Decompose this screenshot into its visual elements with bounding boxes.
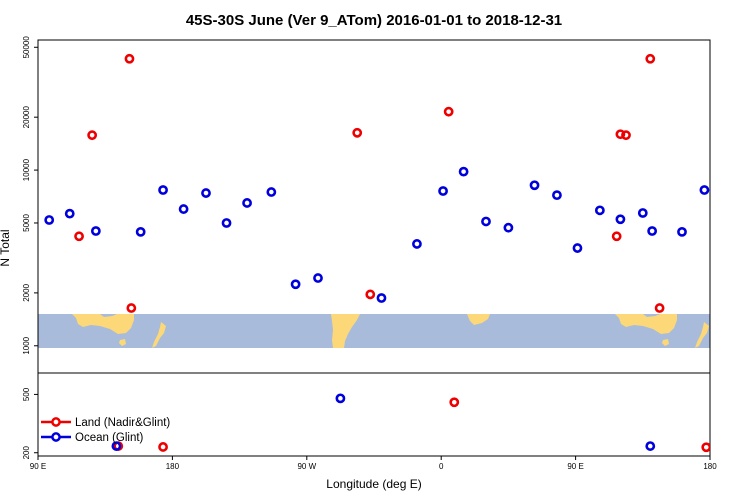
ocean-background: [38, 314, 710, 348]
legend-ocean-marker: [51, 432, 61, 442]
ocean-point: [458, 166, 469, 177]
x-tick-label: 180: [703, 462, 717, 471]
legend-land-label: Land (Nadir&Glint): [75, 417, 170, 429]
ocean-point: [503, 222, 514, 233]
x-tick-label: 180: [166, 462, 180, 471]
tasmania-landmass-repeat: [662, 339, 669, 346]
y-axis-label: N Total: [0, 229, 12, 266]
land-point: [621, 130, 631, 141]
y-tick-label: 10000: [22, 158, 31, 181]
land-point: [74, 231, 84, 242]
australia-landmass: [72, 314, 134, 334]
ocean-point: [572, 243, 583, 253]
tasmania-landmass: [119, 339, 126, 346]
y-tick-label: 20000: [22, 106, 31, 129]
x-tick-label: 90 E: [30, 462, 46, 471]
x-tick-label: 90 E: [567, 462, 583, 471]
land-point: [449, 397, 460, 408]
land-point: [654, 303, 665, 313]
ocean-point: [242, 198, 252, 208]
ocean-point: [335, 393, 346, 404]
ocean-point: [481, 216, 491, 227]
y-tick-label: 200: [22, 446, 31, 460]
y-tick-label: 500: [22, 387, 31, 401]
ocean-point: [677, 226, 687, 237]
ocean-point: [135, 226, 146, 237]
ocean-point: [615, 214, 626, 225]
x-tick-label: 0: [439, 462, 444, 471]
y-tick-label: 2000: [22, 283, 31, 301]
map-strip: [38, 314, 710, 348]
ocean-point: [90, 226, 101, 236]
ocean-point: [221, 218, 232, 228]
australia-landmass-repeat: [615, 314, 677, 334]
ocean-point: [266, 187, 277, 197]
ocean-point: [637, 208, 648, 218]
south-america-landmass: [331, 314, 360, 348]
land-point: [126, 303, 137, 313]
ocean-point: [376, 293, 387, 303]
ocean-point: [201, 188, 211, 198]
ocean-point: [647, 226, 658, 236]
ocean-point: [529, 180, 540, 191]
land-point: [87, 130, 98, 141]
ocean-point: [594, 205, 605, 216]
legend-ocean-label: Ocean (Glint): [75, 432, 144, 444]
south-africa-landmass: [467, 314, 490, 325]
land-point: [443, 106, 454, 117]
ocean-point: [44, 215, 55, 225]
y-tick-label: 50000: [22, 36, 31, 59]
ocean-point: [158, 185, 168, 195]
land-point: [158, 442, 168, 452]
ocean-point: [290, 279, 301, 290]
ocean-point: [552, 190, 562, 201]
land-point: [701, 442, 710, 453]
land-point: [365, 289, 376, 300]
ocean-point: [111, 441, 122, 451]
chart-title: 45S-30S June (Ver 9_ATom) 2016-01-01 to …: [186, 12, 562, 29]
ocean-point: [64, 208, 75, 219]
land-point: [124, 53, 135, 64]
y-tick-label: 5000: [22, 214, 31, 232]
land-point: [611, 231, 622, 242]
y-axis-ticks: 200 500 1000 2000 5000 10000 20000 50000: [22, 36, 38, 460]
ocean-point: [438, 186, 448, 196]
ocean-point: [645, 441, 656, 451]
land-point: [645, 53, 656, 64]
land-point: [352, 127, 363, 138]
legend-land-marker: [51, 417, 61, 427]
data-points: [44, 53, 710, 453]
x-tick-label: 90 W: [297, 462, 316, 471]
plot-frame: [37, 39, 711, 457]
ocean-point: [313, 273, 323, 283]
new-zealand-landmass-repeat: [695, 322, 709, 348]
ocean-point: [412, 239, 422, 249]
land-point: [615, 129, 626, 140]
x-axis-ticks: 90 E 180 90 W 0 90 E 180: [30, 456, 717, 471]
new-zealand-landmass: [152, 322, 166, 348]
ocean-point: [699, 185, 710, 195]
legend: Land (Nadir&Glint) Ocean (Glint): [41, 417, 170, 444]
ocean-point: [178, 204, 189, 214]
x-axis-label: Longitude (deg E): [326, 477, 421, 491]
y-tick-label: 1000: [22, 336, 31, 354]
